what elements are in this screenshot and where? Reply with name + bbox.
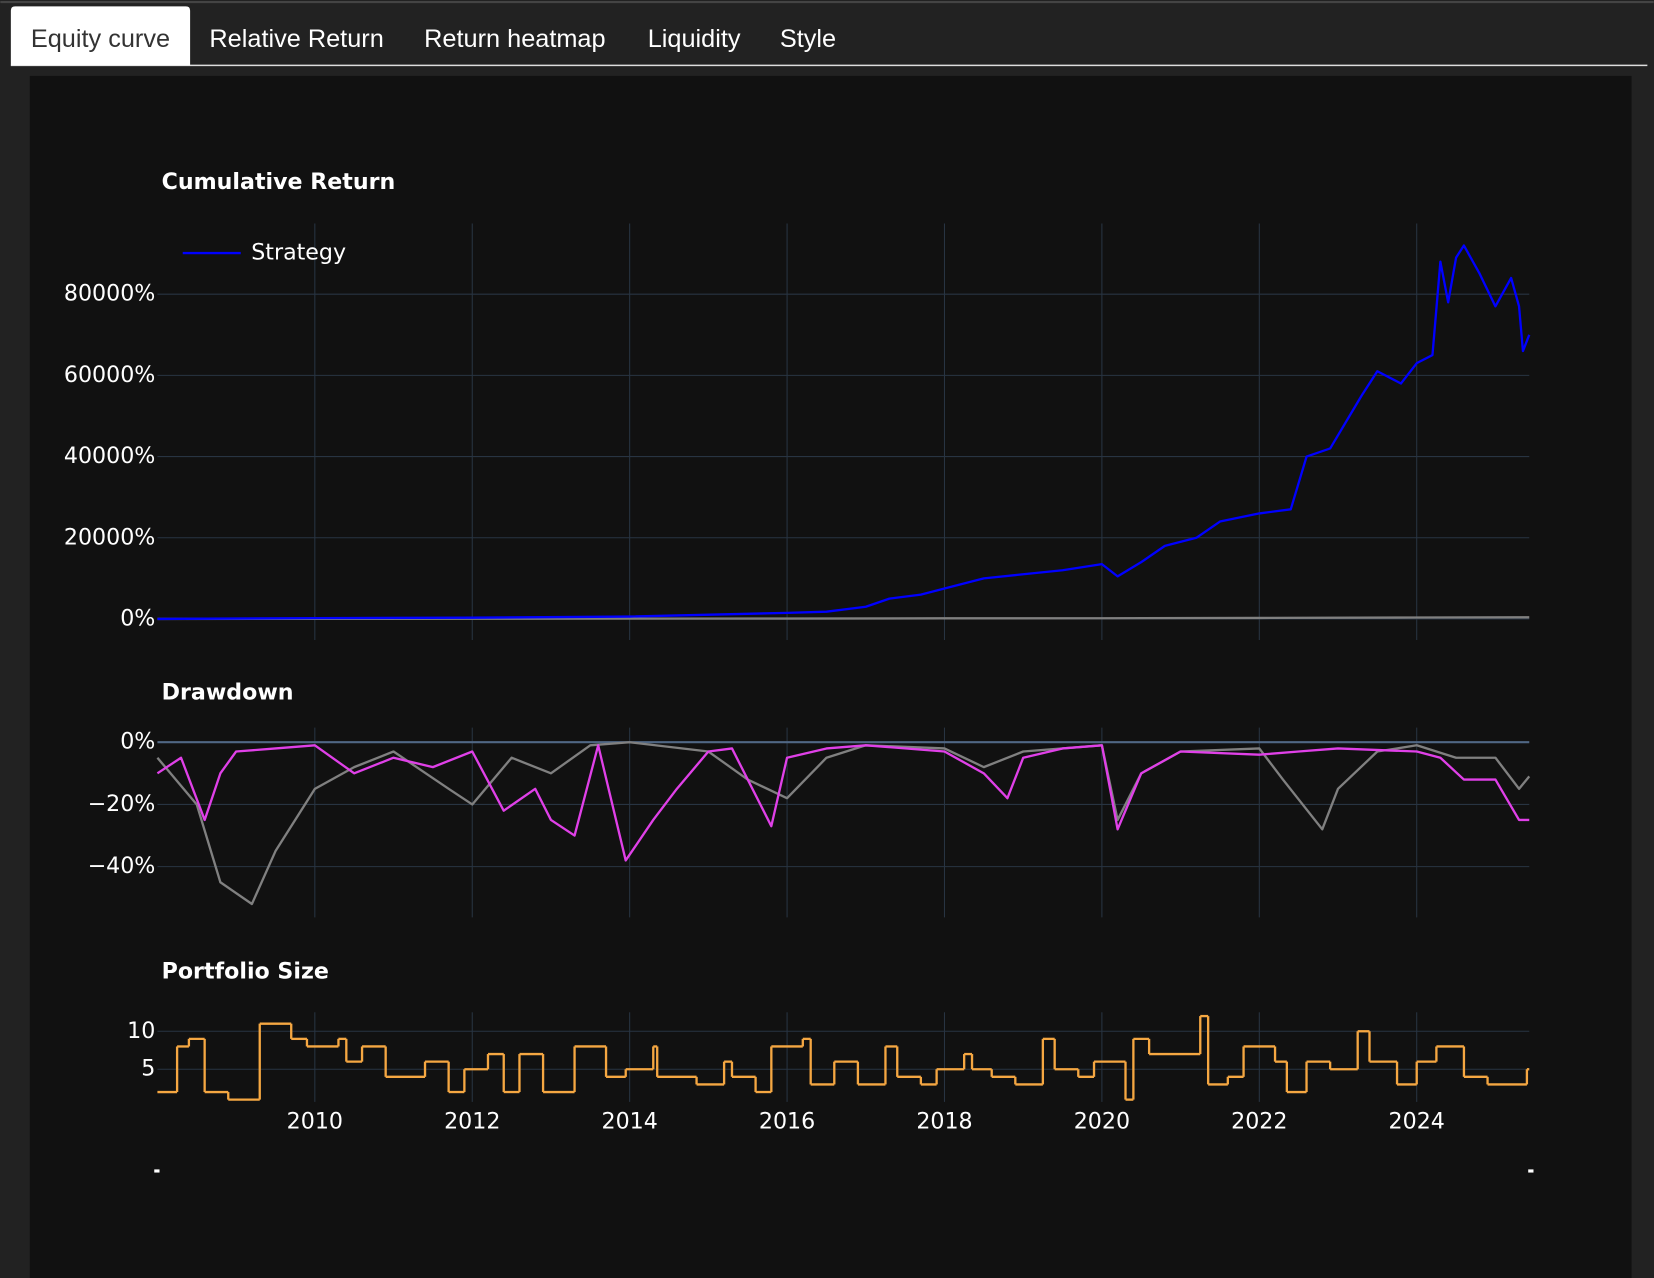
y-tick-label: 20000% <box>64 524 155 550</box>
y-tick-label: 0% <box>120 729 155 755</box>
x-tick-label: 2012 <box>444 1108 500 1134</box>
y-tick-label: 40000% <box>64 443 155 469</box>
x-tick-label: 2022 <box>1231 1108 1287 1134</box>
series-line <box>157 244 1531 621</box>
y-tick-label: −20% <box>88 791 156 817</box>
x-tick-label: 2024 <box>1389 1108 1445 1134</box>
x-tick-label: 2016 <box>759 1108 815 1134</box>
y-tick-label: −40% <box>88 853 156 879</box>
chart-title: Portfolio Size <box>162 959 329 985</box>
y-tick-label: 80000% <box>64 281 155 307</box>
legend-label: Strategy <box>251 240 346 266</box>
series-line <box>156 744 1530 862</box>
tab[interactable]: Relative Return <box>209 25 383 53</box>
series-line <box>156 741 1531 906</box>
plots: Cumulative Return 0% 20000% 40000% 60000% 800… <box>64 169 1531 1134</box>
chart-panel <box>29 75 1632 1278</box>
y-tick-label: 0% <box>120 605 155 631</box>
tab[interactable]: Liquidity <box>648 25 741 53</box>
y-tick-label: 10 <box>127 1018 155 1044</box>
x-tick-label: 2010 <box>287 1108 343 1134</box>
chart-title: Cumulative Return <box>162 169 396 195</box>
tab[interactable]: Equity curve <box>31 25 170 53</box>
active-tab[interactable] <box>10 6 191 66</box>
range-handle[interactable] <box>1528 1169 1534 1173</box>
range-handle[interactable] <box>154 1169 160 1173</box>
x-tick-label: 2014 <box>602 1108 658 1134</box>
x-tick-label: 2018 <box>916 1108 972 1134</box>
y-tick-label: 60000% <box>64 362 155 388</box>
tab[interactable]: Style <box>780 25 836 53</box>
y-tick-label: 5 <box>141 1056 155 1082</box>
x-tick-label: 2020 <box>1074 1108 1130 1134</box>
tab[interactable]: Return heatmap <box>424 25 605 53</box>
chart-title: Drawdown <box>162 679 294 705</box>
